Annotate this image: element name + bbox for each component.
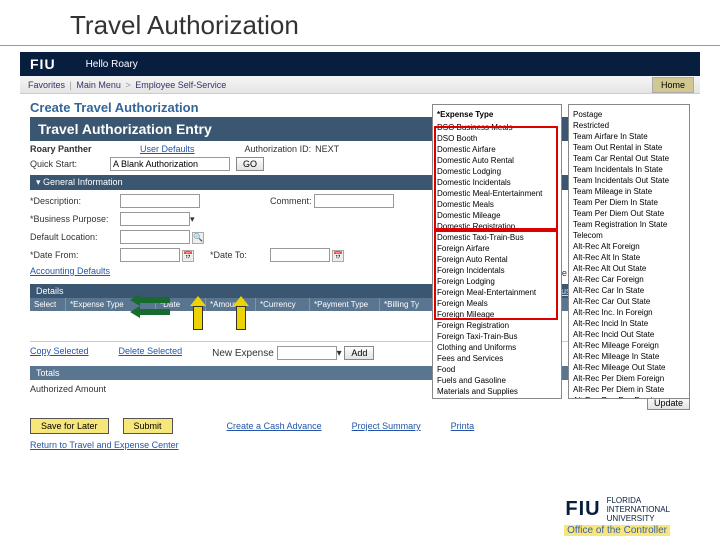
expense-type-option[interactable]: Team Per Diem In State	[573, 197, 685, 208]
accounting-defaults-link[interactable]: Accounting Defaults	[30, 266, 110, 280]
submit-button[interactable]: Submit	[123, 418, 173, 434]
annotation-red-box-2	[434, 230, 558, 320]
expense-type-option[interactable]: Fees and Services	[437, 353, 557, 364]
save-for-later-button[interactable]: Save for Later	[30, 418, 109, 434]
create-cash-advance-link[interactable]: Create a Cash Advance	[227, 421, 322, 431]
date-to-input[interactable]	[270, 248, 330, 262]
expense-type-option[interactable]: Team Out Rental in State	[573, 142, 685, 153]
annotation-arrow-left-1	[130, 295, 170, 305]
expense-type-option[interactable]: Team Airfare In State	[573, 131, 685, 142]
expense-type-option[interactable]: Team Incidentals Out State	[573, 175, 685, 186]
expense-type-option[interactable]: Alt-Rec Per Diem Foreign	[573, 373, 685, 384]
expense-type-option[interactable]: Team Registration In State	[573, 219, 685, 230]
details-tab[interactable]: Details	[36, 286, 64, 296]
traveler-name: Roary Panther	[30, 144, 140, 154]
go-button[interactable]: GO	[236, 157, 264, 171]
comment-label: Comment:	[270, 196, 312, 206]
return-link[interactable]: Return to Travel and Expense Center	[30, 440, 179, 450]
expense-type-option[interactable]: Materials and Supplies	[437, 397, 557, 399]
expense-type-option[interactable]: Alt-Rec Alt In State	[573, 252, 685, 263]
fiu-logo: FIU	[20, 56, 66, 72]
expense-type-option[interactable]: Restricted	[573, 120, 685, 131]
slide-footer: FIU FLORIDA INTERNATIONAL UNIVERSITY Off…	[0, 496, 720, 536]
crumb-self-service[interactable]: Employee Self-Service	[135, 80, 226, 90]
quick-start-label: Quick Start:	[30, 159, 110, 169]
date-from-input[interactable]	[120, 248, 180, 262]
purpose-label: *Business Purpose:	[30, 212, 120, 226]
description-input[interactable]	[120, 194, 200, 208]
crumb-main-menu[interactable]: Main Menu	[76, 80, 121, 90]
expense-type-option[interactable]: Alt-Rec Alt Out State	[573, 263, 685, 274]
crumb-favorites[interactable]: Favorites	[28, 80, 65, 90]
default-loc-input[interactable]	[120, 230, 190, 244]
home-tab[interactable]: Home	[652, 77, 694, 93]
copy-selected-link[interactable]: Copy Selected	[30, 346, 89, 360]
new-expense-select[interactable]	[277, 346, 337, 360]
auth-id-value: NEXT	[315, 144, 339, 154]
add-button[interactable]: Add	[344, 346, 374, 360]
expense-type-option[interactable]: Alt-Rec Car In State	[573, 285, 685, 296]
expense-type-option[interactable]: Alt-Rec Incid In State	[573, 318, 685, 329]
lookup-icon[interactable]: 🔍	[192, 232, 204, 244]
expense-type-option[interactable]: Team Mileage in State	[573, 186, 685, 197]
project-summary-link[interactable]: Project Summary	[352, 421, 421, 431]
user-defaults-link[interactable]: User Defaults	[140, 144, 195, 154]
expense-type-option[interactable]: Alt-Rec Inc. In Foreign	[573, 307, 685, 318]
expense-type-option[interactable]: Alt-Rec Incid Out State	[573, 329, 685, 340]
col-select: Select	[30, 298, 66, 311]
col-currency: *Currency	[256, 298, 310, 311]
breadcrumb: Favorites | Main Menu > Employee Self-Se…	[20, 76, 700, 94]
delete-selected-link[interactable]: Delete Selected	[119, 346, 183, 360]
expense-type-option[interactable]: Team Per Diem Out State	[573, 208, 685, 219]
new-expense-label: New Expense	[212, 348, 274, 359]
calendar-icon[interactable]: 📅	[332, 250, 344, 262]
expense-type-option[interactable]: Foreign Registration	[437, 320, 557, 331]
annotation-arrow-left-2	[130, 307, 170, 317]
expense-type-option[interactable]: Alt-Rec Per Diem in State	[573, 384, 685, 395]
fiu-banner: FIU Hello Roary	[20, 52, 700, 76]
footer-controller: Office of the Controller	[564, 525, 670, 536]
expense-type-option[interactable]: Alt-Rec Mileage Foreign	[573, 340, 685, 351]
expense-type-option[interactable]: Alt-Rec Mileage Out State	[573, 362, 685, 373]
expense-type-option[interactable]: Telecom	[573, 230, 685, 241]
expense-type-option[interactable]: Foreign Taxi-Train-Bus	[437, 331, 557, 342]
col-payment-type: *Payment Type	[310, 298, 380, 311]
slide-title: Travel Authorization	[0, 0, 720, 46]
date-from-label: *Date From:	[30, 248, 120, 262]
expense-type-option[interactable]: Fuels and Gasoline	[437, 375, 557, 386]
footer-fiu-logo: FIU	[565, 498, 600, 521]
expense-type-option[interactable]: Postage	[573, 109, 685, 120]
annotation-red-box-1	[434, 126, 558, 230]
auth-id-label: Authorization ID:	[245, 144, 312, 154]
annotation-arrow-up-2	[235, 296, 247, 330]
hello-user: Hello Roary	[66, 59, 138, 70]
date-to-label: *Date To:	[210, 248, 270, 262]
expense-type-popup-col2[interactable]: Postage Restricted Team Airfare In State…	[568, 104, 690, 399]
expense-type-option[interactable]: Alt-Rec Car Out State	[573, 296, 685, 307]
expense-type-option[interactable]: Alt-Rec Car Foreign	[573, 274, 685, 285]
expense-type-option[interactable]: Clothing and Uniforms	[437, 342, 557, 353]
expense-type-option[interactable]: Alt-Rec Reg Fee Foreign	[573, 395, 685, 399]
description-label: *Description:	[30, 194, 120, 208]
expense-type-option[interactable]: Materials and Supplies	[437, 386, 557, 397]
comment-input[interactable]	[314, 194, 394, 208]
expense-type-option[interactable]: Alt-Rec Mileage In State	[573, 351, 685, 362]
print-link[interactable]: Printa	[451, 421, 475, 431]
annotation-arrow-up-1	[192, 296, 204, 330]
expense-type-option[interactable]: Team Car Rental Out State	[573, 153, 685, 164]
expense-type-option[interactable]: Alt-Rec Alt Foreign	[573, 241, 685, 252]
expense-type-option[interactable]: Team Incidentals In State	[573, 164, 685, 175]
expense-type-option[interactable]: Food	[437, 364, 557, 375]
quick-start-select[interactable]	[110, 157, 230, 171]
authorized-amount-label: Authorized Amount	[30, 384, 106, 394]
default-loc-label: Default Location:	[30, 230, 120, 244]
purpose-select[interactable]	[120, 212, 190, 226]
calendar-icon[interactable]: 📅	[182, 250, 194, 262]
